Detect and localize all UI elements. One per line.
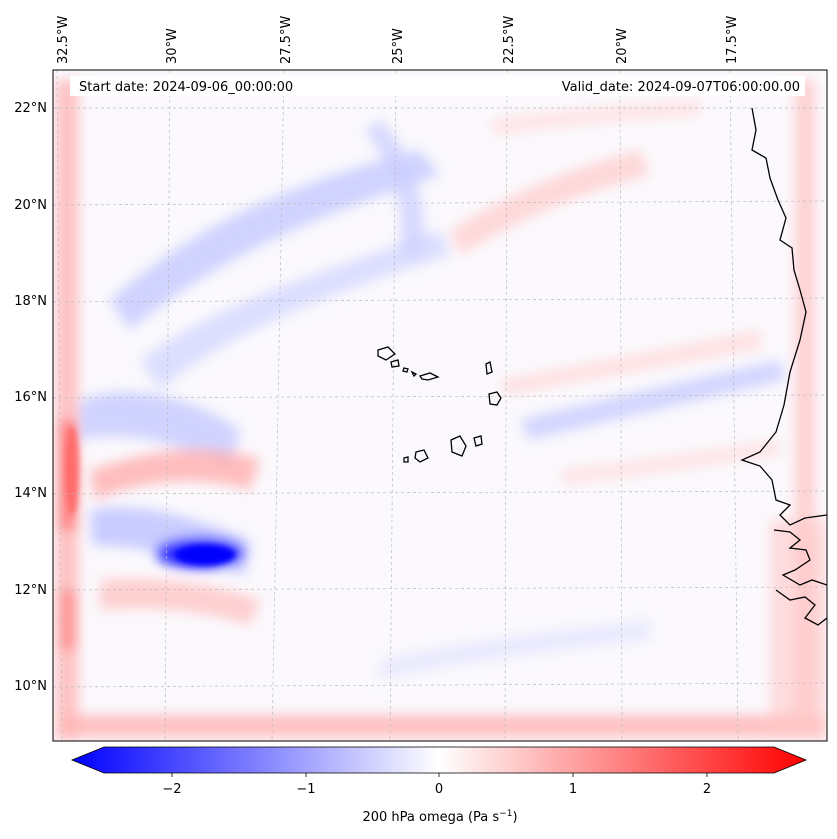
graticule <box>53 70 827 741</box>
colorbar-title-end: ) <box>512 810 517 825</box>
colorbar-tick-label: −1 <box>296 782 315 797</box>
coastline <box>377 107 827 626</box>
colorbar-body <box>70 746 808 774</box>
colorbar: −2 −1 0 1 2 200 hPa omega (Pa s−1) <box>70 746 808 825</box>
colorbar-title-sup: −1 <box>499 809 512 819</box>
colorbar-tick-label: 1 <box>569 782 577 797</box>
lat-label: 20°N <box>14 198 47 213</box>
lat-label: 12°N <box>14 583 47 598</box>
colorbar-tick-label: −2 <box>162 782 181 797</box>
lon-label: 20°W <box>615 28 630 64</box>
lat-label: 18°N <box>14 294 47 309</box>
lon-label: 32.5°W <box>56 16 71 64</box>
map-frame <box>52 69 828 742</box>
lon-label: 17.5°W <box>725 16 740 64</box>
lat-label: 16°N <box>14 390 47 405</box>
lat-label: 10°N <box>14 679 47 694</box>
lon-label: 22.5°W <box>502 16 517 64</box>
lon-label: 25°W <box>391 28 406 64</box>
colorbar-title-main: 200 hPa omega (Pa s <box>362 810 499 825</box>
colorbar-tick-label: 0 <box>435 782 443 797</box>
lat-labels: 22°N 20°N 18°N 16°N 14°N 12°N 10°N <box>14 101 47 694</box>
valid-date-label: Valid_date: 2024-09-07T06:00:00.00 <box>562 80 800 95</box>
lat-label: 22°N <box>14 101 47 116</box>
colorbar-title: 200 hPa omega (Pa s−1) <box>362 809 517 825</box>
lat-label: 14°N <box>14 486 47 501</box>
lon-label: 27.5°W <box>279 16 294 64</box>
colorbar-ticks <box>171 773 708 777</box>
colorbar-tick-label: 2 <box>703 782 711 797</box>
start-date-label: Start date: 2024-09-06_00:00:00 <box>79 80 293 95</box>
header-band <box>70 76 805 96</box>
lon-label: 30°W <box>165 28 180 64</box>
omega-field <box>53 70 827 741</box>
lon-labels: 32.5°W 30°W 27.5°W 25°W 22.5°W 20°W 17.5… <box>56 16 740 64</box>
